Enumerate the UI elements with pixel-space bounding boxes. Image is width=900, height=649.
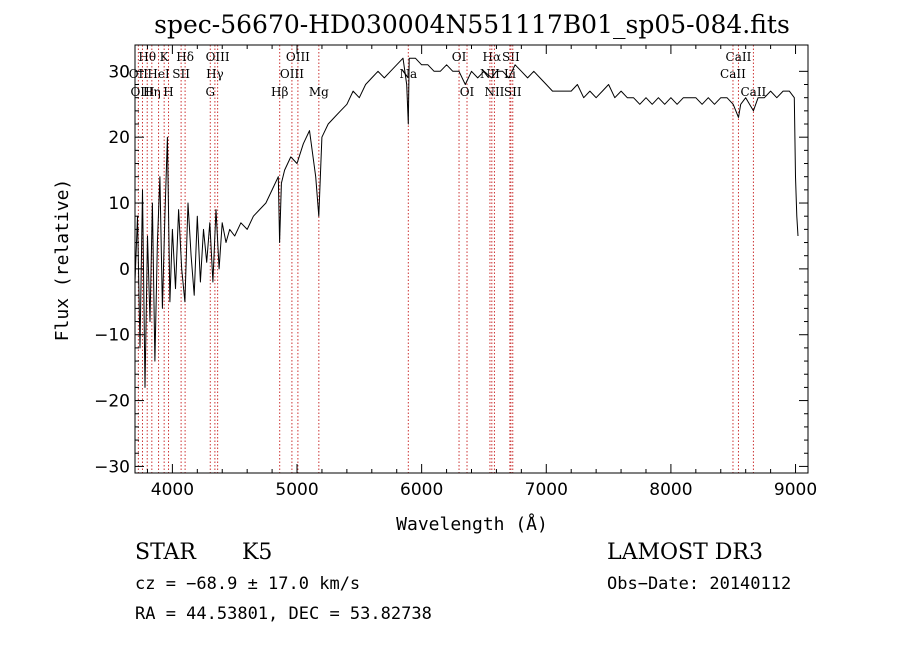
plot-frame — [134, 44, 809, 474]
line-marker-label-20: NII — [480, 67, 500, 81]
x-tick-label-2: 6000 — [400, 480, 443, 500]
y-tick-label-6: 30 — [108, 62, 130, 82]
object-subclass: K5 — [242, 540, 273, 565]
line-marker-label-9: OIII — [206, 50, 230, 64]
line-marker-label-22: SII — [502, 50, 520, 64]
x-axis-ticks: 4000 5000 6000 7000 8000 9000 — [146, 45, 817, 500]
line-marker-label-7: H — [163, 85, 173, 99]
x-axis-label: Wavelength (Å) — [396, 513, 548, 535]
line-marker-label-21: NII — [484, 85, 504, 99]
object-class: STAR — [135, 540, 196, 565]
redshift-cz: cz = −68.9 ± 17.0 km/s — [135, 574, 361, 594]
y-tick-label-0: −30 — [94, 457, 130, 477]
spectrum-series — [134, 57, 799, 388]
line-marker-label-16: Na — [399, 67, 417, 81]
y-tick-label-1: −20 — [94, 392, 130, 412]
line-marker-label-3: Hη — [143, 85, 161, 99]
line-marker-label-12: OIII — [286, 50, 310, 64]
line-marker-label-6: SII — [172, 67, 190, 81]
line-marker-label-10: Hγ — [206, 67, 224, 81]
line-marker-label-4: HeI — [147, 67, 170, 81]
spectrum-line — [134, 57, 799, 388]
survey-name: LAMOST DR3 — [607, 540, 763, 565]
line-marker-label-2: OIII — [130, 85, 154, 99]
y-tick-label-3: 0 — [119, 260, 130, 280]
x-tick-label-4: 8000 — [649, 480, 692, 500]
y-tick-label-4: 10 — [108, 194, 130, 214]
line-marker-label-18: OI — [460, 85, 475, 99]
x-tick-label-1: 5000 — [275, 480, 318, 500]
x-tick-label-0: 4000 — [151, 480, 194, 500]
y-tick-label-5: 20 — [108, 128, 130, 148]
chart-title: spec-56670-HD030004N551117B01_sp05-084.f… — [154, 10, 790, 39]
y-tick-label-2: −10 — [94, 326, 130, 346]
line-marker-label-1: OII — [129, 67, 149, 81]
x-tick-label-5: 9000 — [774, 480, 817, 500]
line-marker-label-26: CaII — [720, 67, 746, 81]
y-axis-ticks: −30 −20 −10 0 10 20 30 — [94, 62, 808, 477]
line-marker-label-17: OI — [452, 50, 467, 64]
line-marker-label-5: K — [160, 50, 170, 64]
line-marker-label-27: CaII — [740, 85, 766, 99]
line-marker-label-8: Hδ — [176, 50, 194, 64]
line-marker-label-13: OIII — [280, 67, 304, 81]
line-marker-label-19: Hα — [483, 50, 502, 64]
obs-date: Obs−Date: 20140112 — [607, 574, 792, 594]
ra-dec-coordinates: RA = 44.53801, DEC = 53.82738 — [135, 604, 432, 624]
line-marker-label-0: Hθ — [138, 50, 156, 64]
line-marker-label-15: Mg — [309, 85, 329, 99]
line-marker-label-25: CaII — [726, 50, 752, 64]
line-marker-label-24: SII — [504, 85, 522, 99]
line-marker-label-11: G — [205, 85, 215, 99]
x-tick-label-3: 7000 — [525, 480, 568, 500]
y-axis-label: Flux (relative) — [52, 179, 73, 342]
line-marker-label-23: Li — [504, 67, 516, 81]
line-marker-label-14: Hβ — [271, 85, 288, 99]
